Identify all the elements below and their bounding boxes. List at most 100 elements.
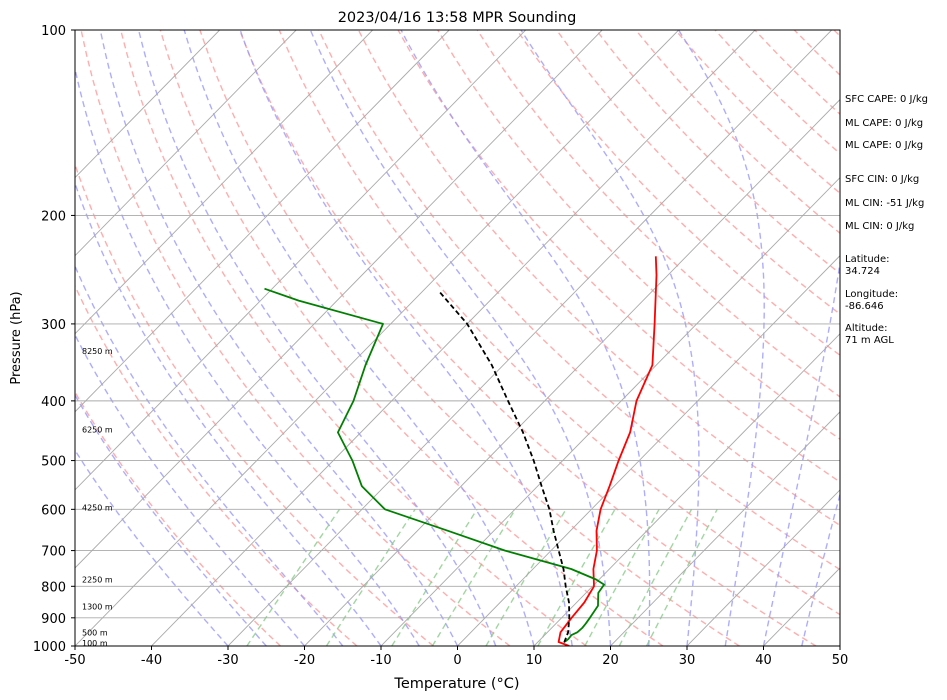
parameter-text: SFC CAPE: 0 J/kg xyxy=(845,94,928,105)
x-axis: -50 -40 -30 -20 -10 0 10 20 30 40 50 xyxy=(64,646,848,668)
mixing-ratio-line xyxy=(584,508,660,646)
moist-adiabat xyxy=(400,30,651,646)
chart-title: 2023/04/16 13:58 MPR Sounding xyxy=(338,10,577,26)
moist-adiabat xyxy=(678,30,765,646)
y-tick-label: 800 xyxy=(41,580,66,595)
moist-adiabat xyxy=(309,30,612,646)
x-tick-label: -20 xyxy=(294,653,315,668)
dry-adiabat xyxy=(120,30,587,646)
x-tick-label: 10 xyxy=(526,653,543,668)
series-line-2 xyxy=(264,287,605,643)
mixing-ratio-line xyxy=(325,508,416,646)
isotherm xyxy=(686,489,840,646)
isotherm xyxy=(610,411,840,646)
dry-adiabat xyxy=(238,30,817,646)
parameter-text: 34.724 xyxy=(845,266,880,277)
dry-adiabat xyxy=(159,30,664,646)
dry-adiabat xyxy=(199,30,740,646)
mixing-ratio-line xyxy=(485,508,567,646)
mixing-ratio-line xyxy=(246,508,341,646)
grid xyxy=(75,30,840,646)
height-label: 8250 m xyxy=(82,347,113,356)
height-label: 100 m xyxy=(82,639,108,648)
dry-adiabat xyxy=(75,390,281,646)
height-label: 4250 m xyxy=(82,504,113,513)
y-tick-label: 500 xyxy=(41,455,66,470)
x-tick-label: 50 xyxy=(832,653,849,668)
isotherm xyxy=(75,30,527,491)
parameter-text: SFC CIN: 0 J/kg xyxy=(845,174,919,185)
y-tick-label: 300 xyxy=(41,318,66,333)
isotherm xyxy=(457,255,840,646)
isotherm xyxy=(75,30,374,335)
x-tick-label: 30 xyxy=(679,653,696,668)
parameter-text: ML CIN: -51 J/kg xyxy=(845,198,924,209)
moist-adiabat xyxy=(801,491,840,646)
x-tick-label: 40 xyxy=(755,653,772,668)
series-line-1 xyxy=(557,256,658,646)
isotherm xyxy=(75,30,297,257)
height-label: 500 m xyxy=(82,629,108,638)
moist-adiabat xyxy=(239,30,573,646)
moist-adiabat xyxy=(75,448,229,646)
x-axis-label: Temperature (°C) xyxy=(393,676,519,692)
parameter-text: ML CAPE: 0 J/kg xyxy=(845,118,923,129)
dry-adiabat xyxy=(278,30,840,616)
parameter-text: Latitude: xyxy=(845,254,890,265)
dry-adiabat xyxy=(75,162,434,646)
moist-adiabat xyxy=(762,258,840,646)
y-tick-label: 200 xyxy=(41,209,66,224)
dry-adiabat xyxy=(357,30,840,527)
y-tick-label: 1000 xyxy=(33,640,66,655)
isotherm xyxy=(227,30,833,646)
parameter-text: Longitude: xyxy=(845,289,898,300)
isotherm xyxy=(75,30,603,569)
parameter-text: Altitude: xyxy=(845,323,887,334)
isotherm xyxy=(304,98,840,646)
mixing-ratio-line xyxy=(645,508,718,646)
parameter-text: ML CIN: 0 J/kg xyxy=(845,221,914,232)
moist-adiabat xyxy=(137,30,497,646)
x-tick-label: -40 xyxy=(141,653,162,668)
mixing-ratio-line xyxy=(537,508,616,646)
background-lines xyxy=(75,30,840,646)
x-tick-label: 0 xyxy=(453,653,461,668)
y-tick-label: 900 xyxy=(41,612,66,627)
series-line-3 xyxy=(437,290,571,643)
isotherm xyxy=(75,30,221,179)
moist-adiabat xyxy=(183,30,535,646)
x-tick-label: -10 xyxy=(370,653,391,668)
y-axis-label: Pressure (hPa) xyxy=(9,291,24,384)
x-tick-label: -30 xyxy=(217,653,238,668)
parameter-text: 71 m AGL xyxy=(845,335,894,346)
dry-adiabat xyxy=(318,30,840,571)
y-tick-label: 600 xyxy=(41,503,66,518)
dry-adiabat xyxy=(397,30,840,483)
y-axis: 100 200 300 400 500 600 700 800 900 1000 xyxy=(33,24,75,655)
dry-adiabat xyxy=(80,30,511,646)
isotherm xyxy=(533,333,840,646)
y-tick-label: 400 xyxy=(41,395,66,410)
moist-adiabat xyxy=(75,65,420,646)
x-tick-label: -50 xyxy=(64,653,85,668)
series-group xyxy=(264,256,658,646)
height-label: 2250 m xyxy=(82,576,113,585)
moist-adiabat xyxy=(75,181,382,646)
plot-frame xyxy=(74,29,841,647)
isotherm xyxy=(75,30,450,413)
parameter-text: ML CAPE: 0 J/kg xyxy=(845,140,923,151)
y-tick-label: 100 xyxy=(41,24,66,39)
isotherm xyxy=(151,30,756,646)
y-tick-label: 700 xyxy=(41,545,66,560)
dry-adiabat xyxy=(75,284,358,646)
moist-adiabat xyxy=(75,393,267,646)
moist-adiabat xyxy=(520,30,700,646)
height-label: 1300 m xyxy=(82,603,113,612)
moist-adiabat xyxy=(99,30,459,646)
height-label: 6250 m xyxy=(82,425,113,434)
sounding-parameters: SFC CAPE: 0 J/kg ML CAPE: 0 J/kg ML CAPE: … xyxy=(845,94,928,346)
parameter-text: -86.646 xyxy=(845,301,884,312)
x-tick-label: 20 xyxy=(602,653,619,668)
